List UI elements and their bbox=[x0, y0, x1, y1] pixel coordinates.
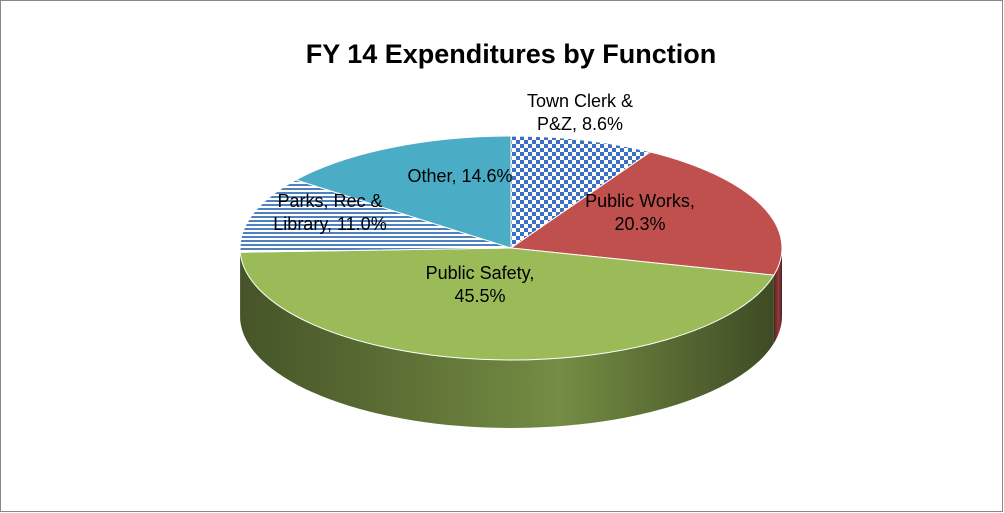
slice bbox=[239, 179, 512, 253]
label-separator: , bbox=[571, 114, 582, 134]
label-category: Other bbox=[407, 166, 452, 186]
data-label: Other, 14.6% bbox=[360, 165, 560, 188]
label-category: Parks, Rec & Library bbox=[273, 191, 383, 234]
label-value: 45.5% bbox=[454, 286, 506, 306]
slice bbox=[510, 135, 652, 249]
label-separator: , bbox=[689, 191, 695, 211]
slice bbox=[509, 151, 783, 276]
label-value: 20.3% bbox=[614, 214, 666, 234]
label-separator: , bbox=[529, 263, 535, 283]
label-category: Town Clerk & P&Z bbox=[526, 91, 634, 134]
chart-title: FY 14 Expenditures by Function bbox=[306, 39, 717, 69]
label-value: 11.0% bbox=[337, 214, 387, 234]
label-category: Public Safety bbox=[425, 263, 530, 283]
label-category: Public Works bbox=[585, 191, 690, 211]
data-label: Public Works, 20.3% bbox=[570, 190, 710, 236]
slice-side bbox=[240, 252, 774, 429]
label-value: 14.6% bbox=[461, 166, 513, 186]
label-separator: , bbox=[326, 214, 337, 234]
label-value: 8.6% bbox=[582, 114, 624, 134]
data-label: Town Clerk & P&Z, 8.6% bbox=[510, 90, 650, 136]
slice bbox=[294, 135, 512, 249]
label-separator: , bbox=[451, 166, 462, 186]
data-label: Parks, Rec & Library, 11.0% bbox=[250, 190, 410, 236]
data-label: Public Safety, 45.5% bbox=[405, 262, 555, 308]
slice bbox=[239, 247, 775, 361]
